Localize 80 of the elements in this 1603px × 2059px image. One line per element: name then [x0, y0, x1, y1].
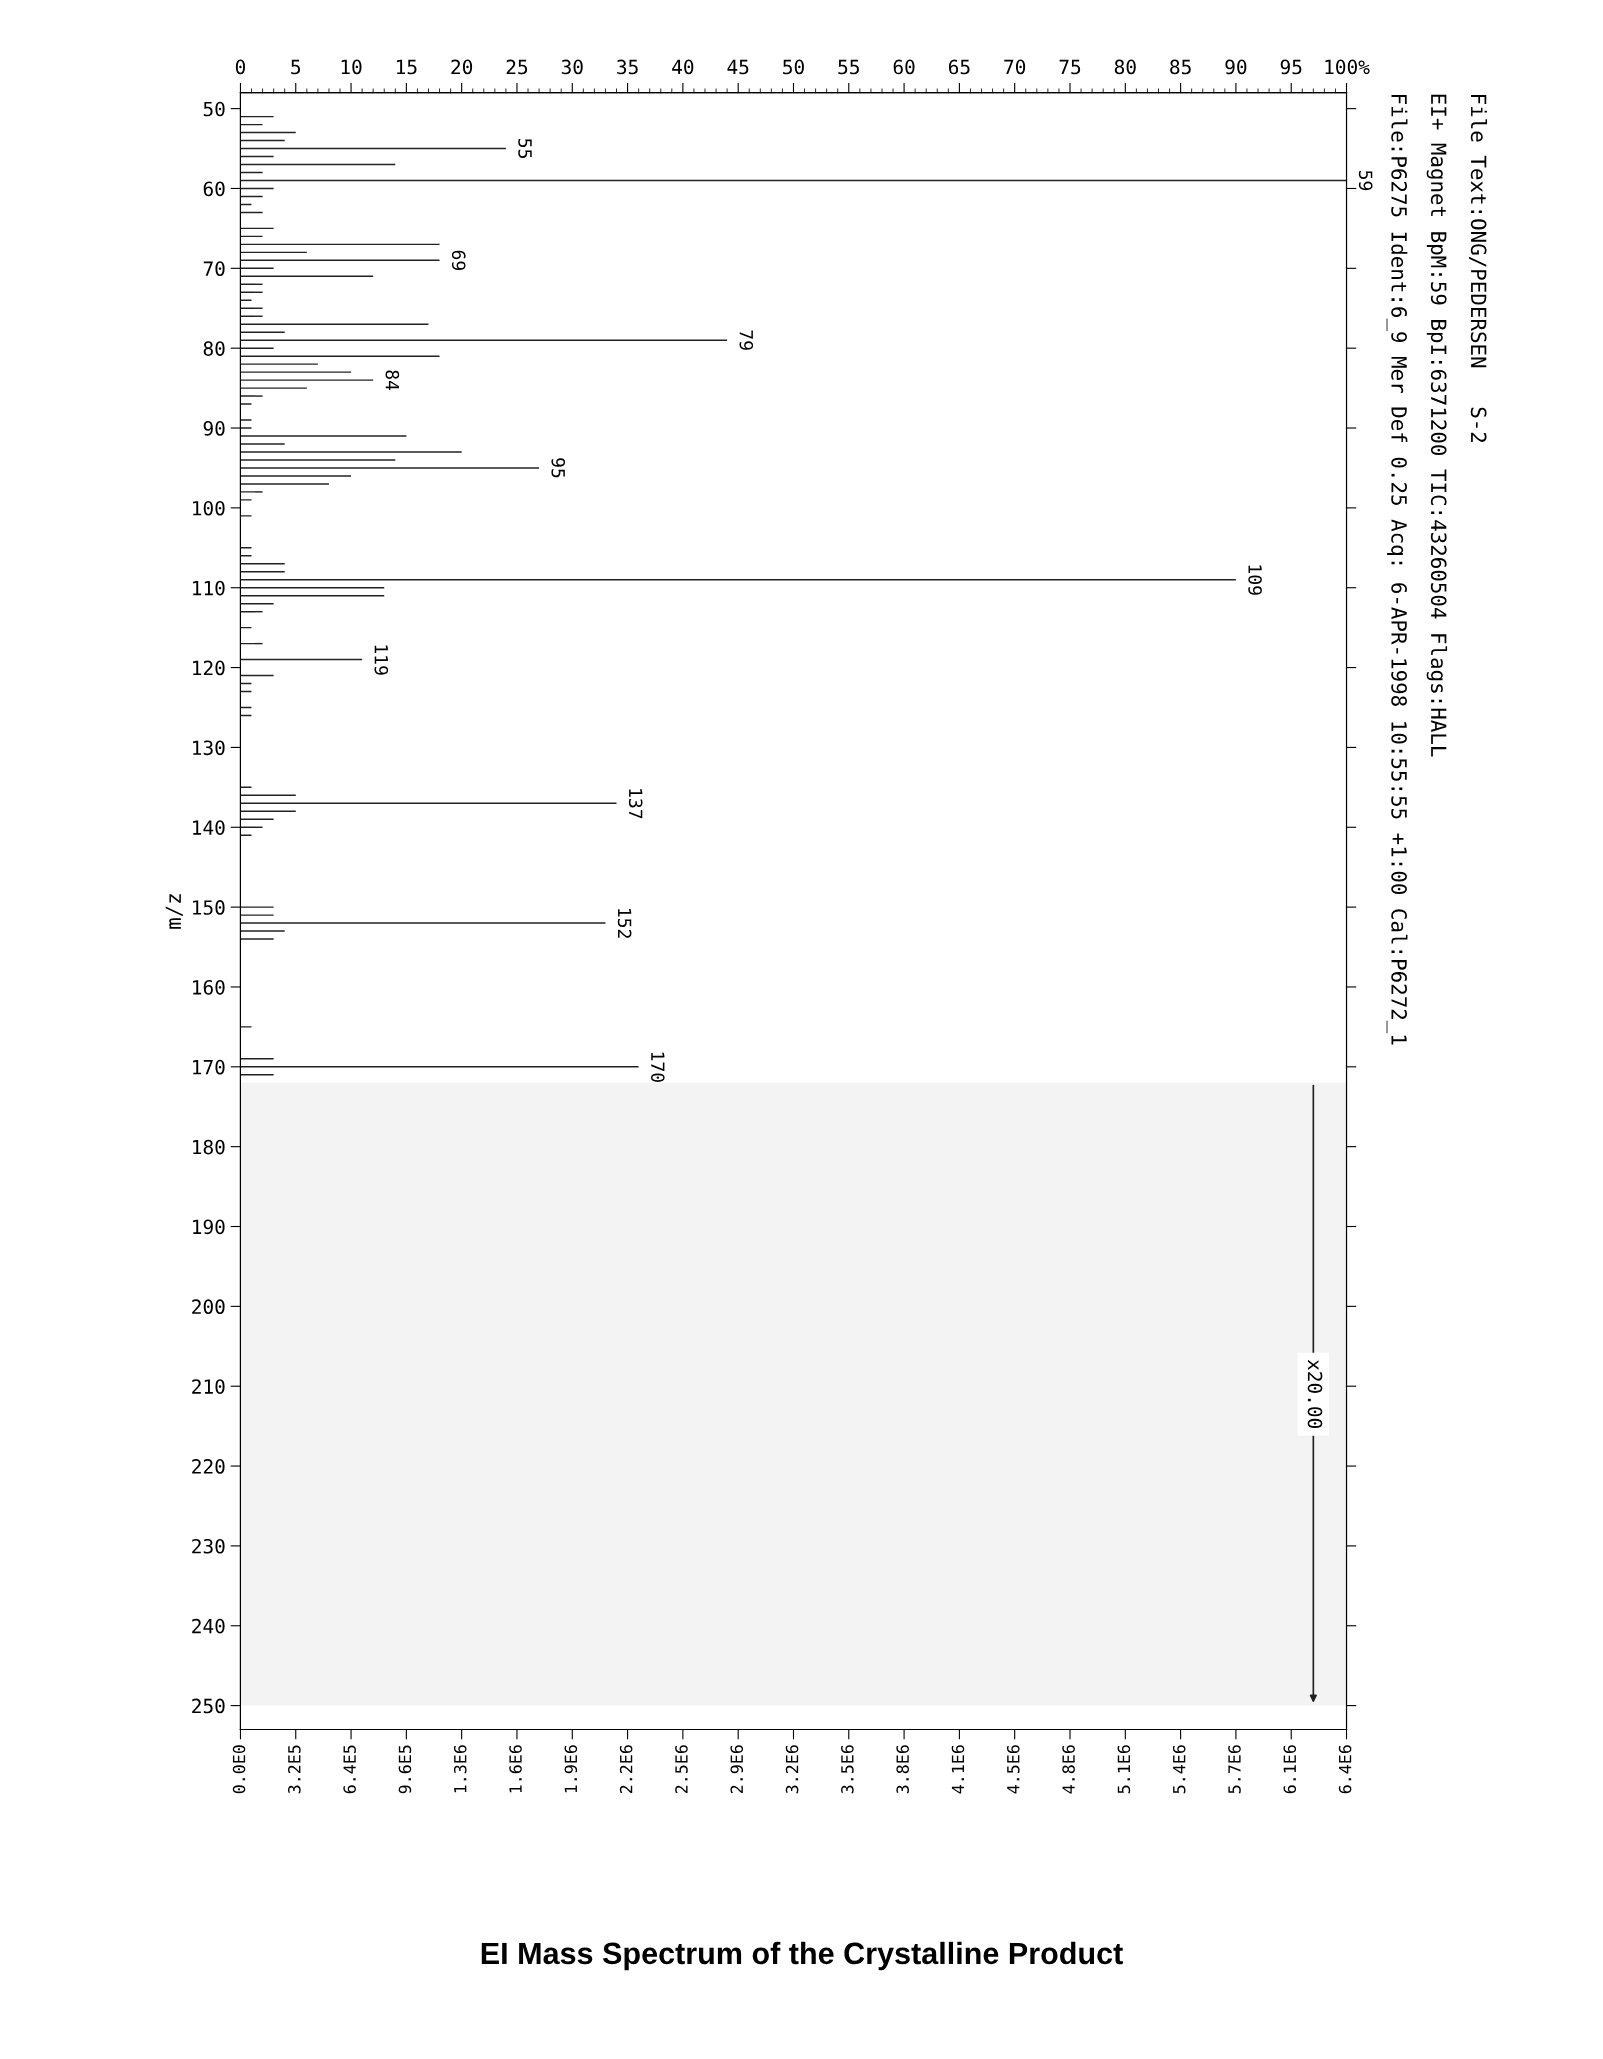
- annotation: 152: [617, 908, 632, 938]
- x2-tick-label: 4.5E6: [1006, 1745, 1020, 1794]
- x-tick-label: 70: [1004, 59, 1026, 75]
- text: EI+ Magnet BpM:59 BpI:6371200 TIC:43260504 Flags:HALL: [1426, 94, 1448, 757]
- y-tick-label: 90: [203, 421, 225, 436]
- x2-tick-label: 5.1E6: [1117, 1745, 1131, 1794]
- x-tick-label: 40: [672, 59, 694, 75]
- y-tick-label: 240: [192, 1618, 225, 1634]
- y-tick-label: 70: [203, 261, 225, 277]
- x2-tick-label: 4.1E6: [951, 1745, 965, 1794]
- x2-tick-label: 3.2E5: [288, 1745, 301, 1794]
- x-tick-label: 65: [948, 59, 970, 75]
- x2-tick-label: 5.7E6: [1228, 1745, 1241, 1794]
- y-tick-label: 80: [203, 341, 225, 356]
- x2-tick-label: 4.8E6: [1062, 1745, 1075, 1794]
- y-tick-label: 200: [192, 1299, 225, 1315]
- text: File:P6275 Ident:6_9 Mer Def 0.25 Acq: 6-APR-1998 10:55:55 +1:00 Cal:P6272_1: [1386, 95, 1408, 1045]
- x2-tick-label: 2.2E6: [619, 1745, 633, 1794]
- x-tick-label: 10: [341, 59, 362, 75]
- x2-tick-label: 1.3E6: [453, 1745, 467, 1793]
- x2-tick-label: 9.6E5: [398, 1745, 412, 1794]
- x2-tick-label: 0.0E0: [232, 1745, 246, 1794]
- y-tick-label: 50: [203, 101, 225, 117]
- annotation: 55: [518, 138, 532, 158]
- x2-tick-label: 6.4E6: [1338, 1745, 1352, 1794]
- x-tick-label: 60: [893, 59, 915, 75]
- x-tick-label: 35: [617, 59, 638, 75]
- y-tick-label: 150: [193, 900, 225, 915]
- x-tick-label: 20: [451, 59, 473, 75]
- x-tick-label: 80: [1114, 59, 1136, 75]
- x-tick-label: 5: [291, 59, 301, 75]
- y-tick-label: 60: [203, 181, 225, 197]
- x2-tick-label: 3.2E6: [785, 1745, 799, 1794]
- y-axis-title: m/z: [165, 894, 183, 929]
- annotation: 119: [374, 645, 389, 675]
- x2-tick-label: 3.8E6: [896, 1745, 909, 1794]
- y-tick-label: 180: [193, 1139, 225, 1155]
- text: File Text:ONG/PEDERSEN S-2: [1469, 95, 1488, 443]
- x-tick-label: 15: [396, 59, 417, 75]
- y-tick-label: 170: [193, 1059, 225, 1075]
- x-tick-label: 50: [783, 59, 804, 75]
- x2-tick-label: 3.5E6: [841, 1745, 854, 1794]
- y-tick-label: 230: [192, 1538, 225, 1554]
- x2-tick-label: 2.9E6: [730, 1745, 744, 1794]
- x-tick-label: 90: [1225, 59, 1247, 75]
- x-tick-label: 45: [727, 59, 749, 75]
- x-tick-label: 75: [1059, 59, 1081, 75]
- x2-tick-label: 6.4E5: [343, 1745, 356, 1794]
- annotation: 137: [628, 789, 643, 819]
- y-tick-label: 140: [193, 820, 225, 835]
- y-tick-label: 160: [193, 979, 225, 995]
- x-tick-label: 25: [506, 59, 528, 75]
- annotation: 59: [1358, 170, 1373, 191]
- annotation: 84: [385, 370, 400, 391]
- y-tick-label: 220: [192, 1459, 225, 1474]
- x-tick-label: 100%: [1325, 59, 1370, 75]
- annotation: 109: [1248, 565, 1262, 595]
- x-tick-label: 30: [561, 59, 583, 75]
- annotation: 95: [551, 458, 566, 478]
- x-tick-label: 55: [838, 59, 859, 75]
- y-tick-label: 190: [193, 1219, 225, 1235]
- y-tick-label: 110: [193, 580, 225, 596]
- x2-tick-label: 2.5E6: [675, 1745, 688, 1794]
- annotation: 69: [451, 250, 466, 270]
- text: EI Mass Spectrum of the Crystalline Product: [481, 1941, 1123, 1971]
- x-tick-label: 85: [1170, 59, 1191, 75]
- x2-tick-label: 5.4E6: [1172, 1745, 1186, 1794]
- x2-tick-label: 1.9E6: [564, 1745, 578, 1793]
- band-label: x20.00: [1307, 1359, 1323, 1429]
- x-tick-label: 95: [1280, 59, 1302, 75]
- y-tick-label: 210: [192, 1379, 225, 1394]
- y-tick-label: 100: [193, 500, 225, 516]
- y-tick-label: 130: [193, 740, 225, 756]
- annotation: 170: [650, 1052, 665, 1082]
- x2-tick-label: 6.1E6: [1283, 1745, 1297, 1794]
- x2-tick-label: 1.6E6: [509, 1745, 522, 1793]
- x-tick-label: 0: [235, 59, 246, 75]
- y-tick-label: 250: [192, 1698, 225, 1714]
- annotation: 79: [739, 330, 754, 350]
- y-tick-label: 120: [193, 660, 225, 676]
